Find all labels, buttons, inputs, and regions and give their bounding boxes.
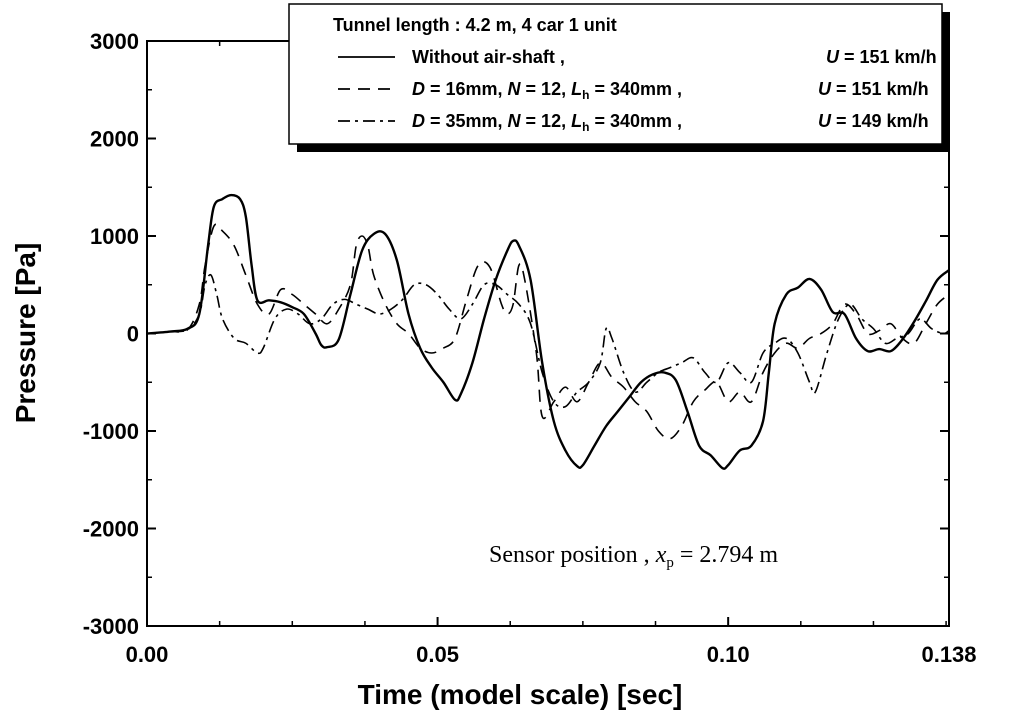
legend-header: Tunnel length : 4.2 m, 4 car 1 unit — [333, 15, 617, 35]
legend-label-series-0: Without air-shaft , — [412, 47, 565, 67]
legend-label-series-2: D = 35mm, N = 12, Lh = 340mm , — [412, 111, 682, 134]
series-line-1 — [147, 223, 949, 440]
annotation-label: Sensor position , — [489, 542, 656, 568]
y-tick-label: 1000 — [90, 224, 139, 249]
annotation-value: = 2.794 m — [674, 542, 779, 568]
legend: Tunnel length : 4.2 m, 4 car 1 unit With… — [288, 3, 950, 152]
y-tick-label: -3000 — [83, 614, 139, 639]
axis-ticks: 0.00 0.05 0.10 0.138 -3000 -2000 -1000 0 1000 200… — [83, 29, 977, 667]
x-tick-label: 0.00 — [126, 642, 169, 667]
legend-box — [288, 3, 943, 145]
legend-speed-series-2: U = 149 km/h — [818, 111, 929, 131]
legend-speed-series-0: U = 151 km/h — [826, 47, 937, 67]
annotation-symbol: x — [655, 542, 667, 568]
x-axis-title: Time (model scale) [sec] — [358, 679, 683, 710]
y-tick-label: 2000 — [90, 127, 139, 152]
legend-speed-series-1: U = 151 km/h — [818, 79, 929, 99]
y-tick-label: -2000 — [83, 517, 139, 542]
annotation-subscript: p — [666, 555, 674, 571]
y-tick-label: 0 — [127, 322, 139, 347]
y-axis-title: Pressure [Pa] — [10, 243, 41, 424]
series-line-0 — [147, 193, 949, 470]
x-tick-label: 0.10 — [707, 642, 750, 667]
legend-label-series-1: D = 16mm, N = 12, Lh = 340mm , — [412, 79, 682, 102]
x-tick-label: 0.05 — [416, 642, 459, 667]
y-tick-label: 3000 — [90, 29, 139, 54]
sensor-position-annotation: Sensor position , xp = 2.794 m — [489, 542, 778, 571]
x-tick-label: 0.138 — [921, 642, 976, 667]
y-tick-label: -1000 — [83, 419, 139, 444]
series-layer — [147, 193, 949, 470]
series-line-2 — [147, 273, 949, 409]
